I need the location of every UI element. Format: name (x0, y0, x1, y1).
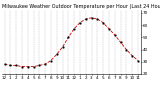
Text: Milwaukee Weather Outdoor Temperature per Hour (Last 24 Hours): Milwaukee Weather Outdoor Temperature pe… (2, 4, 160, 9)
